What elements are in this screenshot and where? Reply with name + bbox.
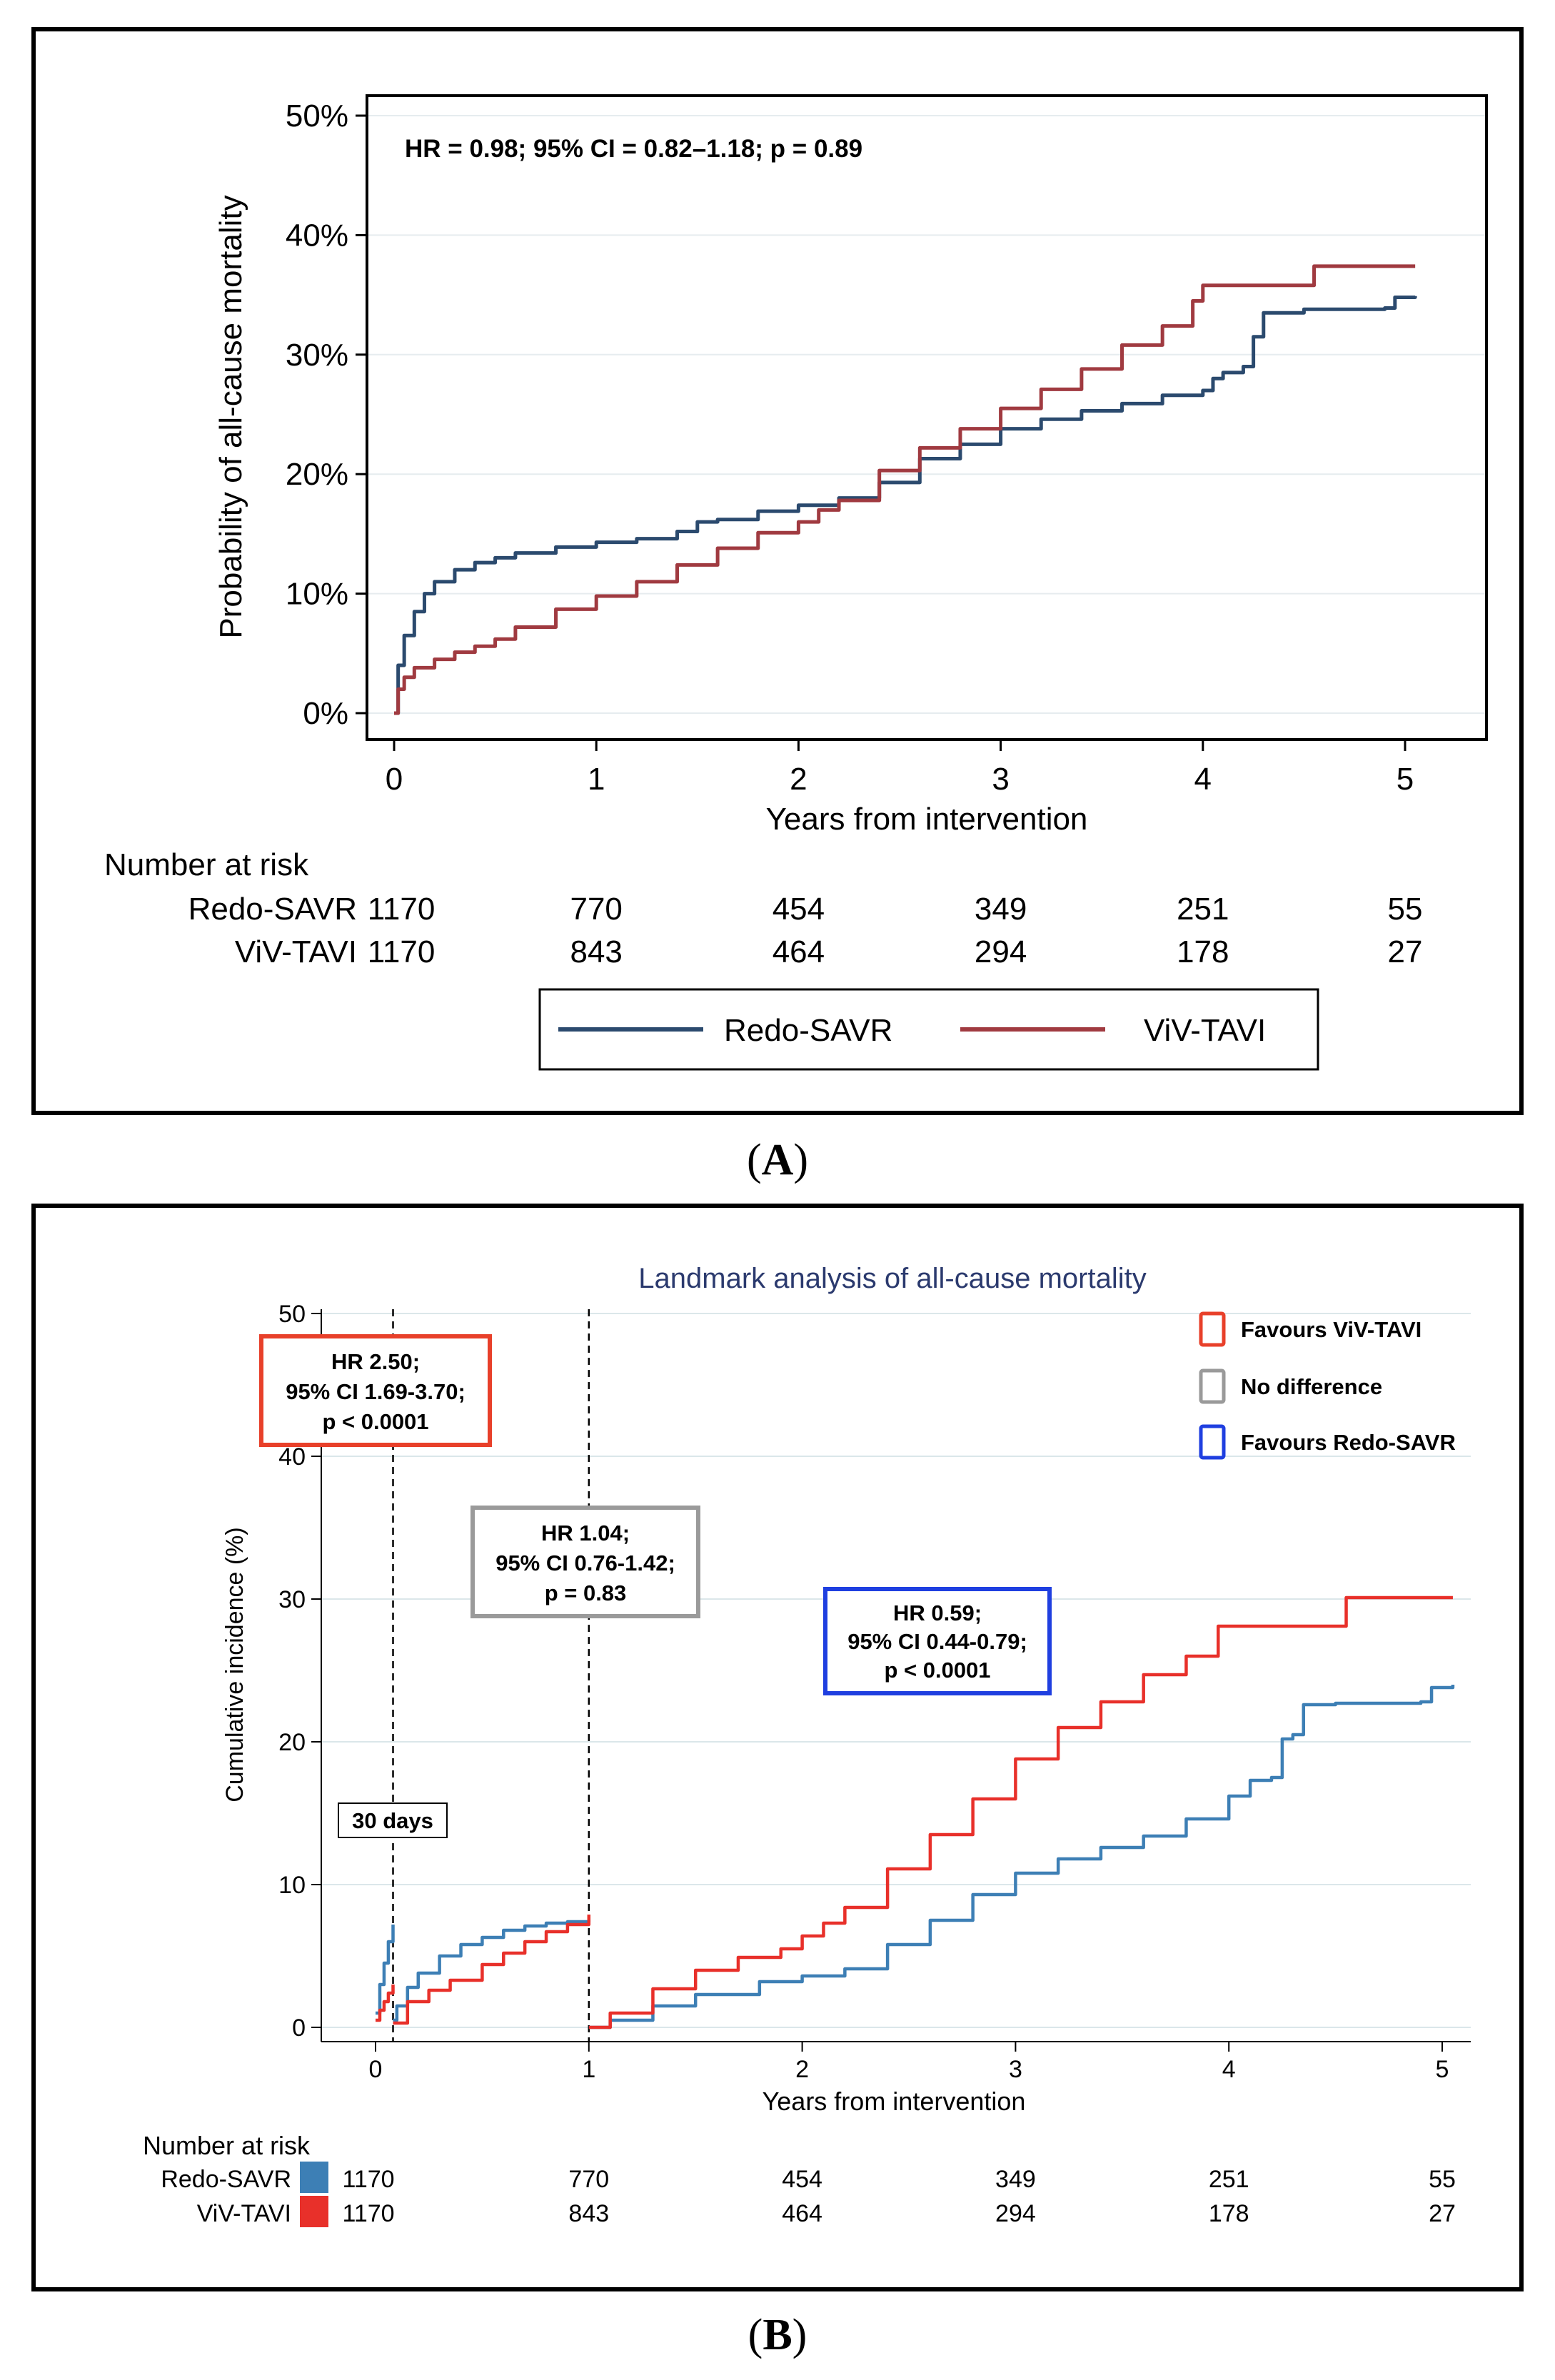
x-tick-label-a: 0 <box>386 762 403 797</box>
y-tick-label-b: 30 <box>278 1586 306 1613</box>
risk-row-label-b: Redo-SAVR <box>161 2166 291 2193</box>
panel-label-b: (B) <box>748 2311 807 2359</box>
hr-box-text: 95% CI 0.76-1.42; <box>495 1550 675 1575</box>
risk-count-a: 770 <box>570 892 622 927</box>
km-curve-viv-tavi <box>393 1915 591 2025</box>
plot-area-a <box>366 94 1488 741</box>
chart-title-b: Landmark analysis of all-cause mortality <box>638 1263 1146 1294</box>
hr-box-text: HR 0.59; <box>893 1600 982 1625</box>
y-tick-label-a: 40% <box>286 218 348 253</box>
hr-box <box>470 1506 700 1618</box>
x-tick-label-b: 1 <box>582 2056 595 2083</box>
x-tick-label-a: 3 <box>992 762 1009 797</box>
x-tick-label-b: 0 <box>369 2056 383 2083</box>
risk-count-a: 464 <box>773 934 825 969</box>
x-tick-label-a: 4 <box>1194 762 1212 797</box>
km-curve-redo-savr <box>393 1920 591 2022</box>
y-tick-label-a: 50% <box>286 99 348 133</box>
km-curve-redo-savr <box>394 295 1417 715</box>
panel-label-a: (A) <box>746 1136 809 1184</box>
risk-count-b: 178 <box>1209 2200 1249 2227</box>
risk-count-b: 1170 <box>342 2166 394 2193</box>
panel-b-frame: Landmark analysis of all-cause mortality… <box>31 1204 1524 2291</box>
risk-count-a: 349 <box>975 892 1027 927</box>
hr-box-text: p < 0.0001 <box>884 1658 990 1683</box>
km-curve-viv-tavi <box>376 1985 395 2022</box>
hr-box-text: p < 0.0001 <box>322 1409 428 1434</box>
hr-box-text: HR 1.04; <box>541 1521 630 1546</box>
risk-count-b: 27 <box>1429 2200 1456 2227</box>
panel-a-frame: 0% 10% 20% 30% 40% 50% 0 1 2 3 4 5 HR = 0.98; 95% C… <box>31 27 1524 1115</box>
risk-table-title-a: Number at risk <box>104 847 309 882</box>
y-tick-label-a: 30% <box>286 338 348 373</box>
km-curve-viv-tavi <box>588 1595 1453 2029</box>
legend-label-viv-tavi: ViV-TAVI <box>1144 1013 1266 1048</box>
hr-box-text: 95% CI 1.69-3.70; <box>286 1379 466 1404</box>
landmark-label: 30 days <box>352 1808 433 1833</box>
risk-row-swatch-b <box>300 2162 328 2193</box>
y-tick-label-b: 50 <box>278 1301 306 1328</box>
risk-count-b: 770 <box>568 2166 609 2193</box>
hr-box-text: 95% CI 0.44-0.79; <box>847 1629 1027 1654</box>
landmark-chart-b: Landmark analysis of all-cause mortality… <box>143 1263 1471 2227</box>
x-axis-label-a: Years from intervention <box>766 802 1088 837</box>
hr-annotation-a: HR = 0.98; 95% CI = 0.82–1.18; p = 0.89 <box>405 135 862 163</box>
legend-label-b: Favours ViV-TAVI <box>1241 1317 1421 1342</box>
hr-box <box>259 1334 492 1447</box>
x-tick-label-b: 2 <box>795 2056 809 2083</box>
km-curve-redo-savr <box>376 1925 395 2015</box>
risk-row-label-a: ViV-TAVI <box>235 934 357 969</box>
x-tick-label-a: 1 <box>588 762 605 797</box>
risk-table-title-b: Number at risk <box>143 2131 311 2160</box>
y-tick-label-b: 10 <box>278 1872 306 1899</box>
risk-count-a: 251 <box>1177 892 1229 927</box>
y-tick-label-b: 20 <box>278 1729 306 1756</box>
y-tick-label-a: 10% <box>286 577 348 612</box>
risk-count-b: 454 <box>782 2166 822 2193</box>
x-tick-label-b: 4 <box>1222 2056 1236 2083</box>
km-curve-redo-savr <box>588 1685 1455 2029</box>
risk-count-a: 294 <box>975 934 1027 969</box>
hr-box <box>823 1587 1052 1695</box>
km-curve-viv-tavi <box>394 264 1416 715</box>
y-axis-label-b: Cumulative incidence (%) <box>221 1527 248 1802</box>
hr-box-text: p = 0.83 <box>545 1580 627 1605</box>
y-tick-label-b: 0 <box>292 2015 306 2042</box>
x-tick-label-a: 5 <box>1397 762 1414 797</box>
legend-swatch-b <box>1199 1311 1226 1347</box>
risk-count-a: 454 <box>773 892 825 927</box>
legend-swatch-b <box>1199 1424 1226 1460</box>
y-tick-label-a: 0% <box>303 696 348 731</box>
legend-swatch-b <box>1199 1368 1226 1404</box>
risk-count-b: 294 <box>995 2200 1036 2227</box>
risk-count-b: 251 <box>1209 2166 1249 2193</box>
risk-count-a: 27 <box>1388 934 1423 969</box>
y-axis-label-a: Probability of all-cause mortality <box>213 195 248 638</box>
y-tick-label-b: 40 <box>278 1443 306 1471</box>
risk-count-a: 55 <box>1388 892 1423 927</box>
risk-row-swatch-b <box>300 2196 328 2227</box>
risk-row-label-b: ViV-TAVI <box>197 2200 291 2227</box>
legend-label-b: Favours Redo-SAVR <box>1241 1430 1456 1455</box>
risk-count-b: 843 <box>568 2200 609 2227</box>
hr-box-text: HR 2.50; <box>331 1349 420 1374</box>
risk-count-a: 178 <box>1177 934 1229 969</box>
x-tick-label-b: 5 <box>1436 2056 1449 2083</box>
risk-count-b: 464 <box>782 2200 822 2227</box>
legend-label-b: No difference <box>1241 1374 1382 1399</box>
km-chart-a: 0% 10% 20% 30% 40% 50% 0 1 2 3 4 5 HR = 0.98; 95% C… <box>104 94 1488 1071</box>
risk-count-b: 349 <box>995 2166 1036 2193</box>
risk-count-b: 55 <box>1429 2166 1456 2193</box>
landmark-label-box <box>338 1802 448 1838</box>
x-tick-label-a: 2 <box>790 762 807 797</box>
y-tick-label-a: 20% <box>286 457 348 492</box>
risk-count-b: 1170 <box>342 2200 394 2227</box>
risk-count-a: 1170 <box>368 934 436 969</box>
risk-count-a: 843 <box>570 934 622 969</box>
legend-label-redo-savr: Redo-SAVR <box>724 1013 892 1048</box>
risk-count-a: 1170 <box>368 892 436 927</box>
x-tick-label-b: 3 <box>1009 2056 1022 2083</box>
x-axis-label-b: Years from intervention <box>763 2087 1026 2116</box>
risk-row-label-a: Redo-SAVR <box>188 892 357 927</box>
